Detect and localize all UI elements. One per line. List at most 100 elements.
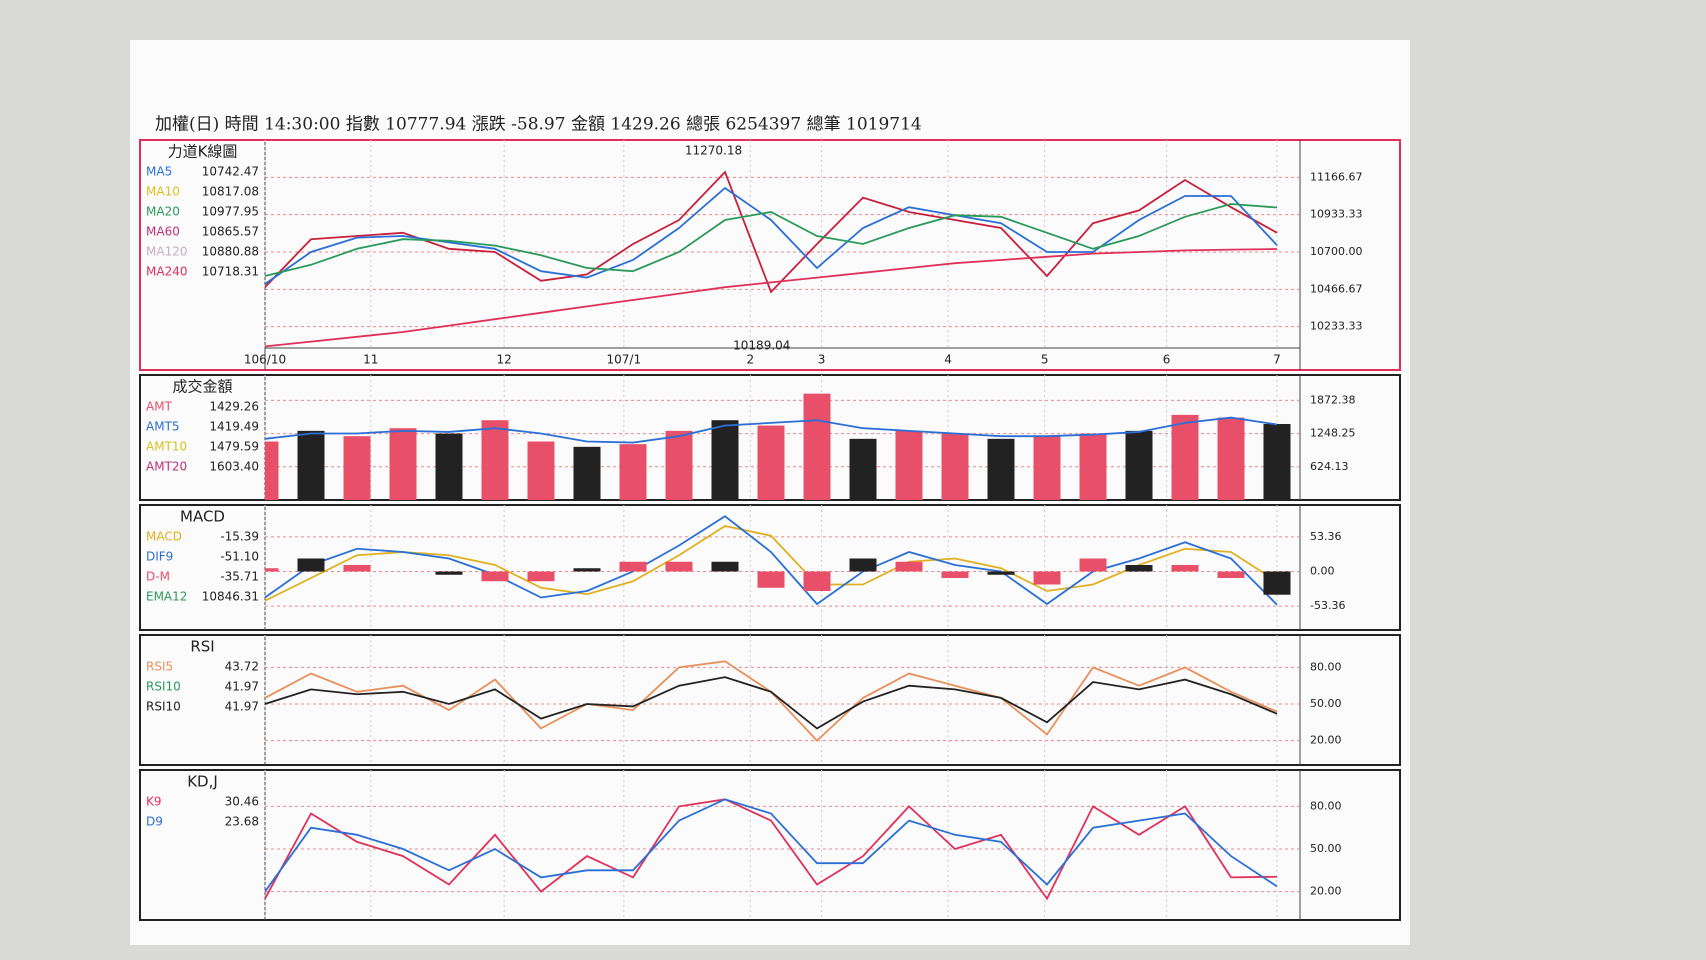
y-tick-label: 11166.67: [1310, 170, 1363, 183]
bar: [1033, 436, 1061, 500]
series: [265, 515, 1278, 606]
y-tick-label: 20.00: [1310, 734, 1342, 747]
bar: [343, 436, 371, 500]
legend-name: EMA12: [146, 590, 187, 604]
legend-value: 10718.31: [202, 265, 259, 279]
series: [265, 170, 1278, 294]
series: [265, 798, 1278, 893]
x-tick-label: 7: [1273, 353, 1281, 367]
bar: [389, 428, 417, 500]
legend-value: -15.39: [220, 530, 259, 544]
legend-value: 41.97: [225, 680, 259, 694]
panel-title: KD,J: [187, 773, 218, 791]
legend-value: 1419.49: [209, 420, 259, 434]
legend-name: D-M: [146, 570, 170, 584]
legend-name: MA10: [146, 185, 180, 199]
annotation: 10189.04: [733, 338, 790, 352]
x-tick-label: 2: [746, 353, 754, 367]
series: [265, 558, 1291, 595]
series: [265, 203, 1278, 277]
legend-value: -35.71: [220, 570, 259, 584]
bar: [711, 561, 739, 572]
series: [265, 248, 1278, 348]
bar: [849, 558, 877, 572]
bar: [527, 571, 555, 582]
legend-name: AMT20: [146, 460, 187, 474]
legend-name: MA240: [146, 265, 187, 279]
legend-value: 10742.47: [202, 165, 259, 179]
legend-name: AMT5: [146, 420, 180, 434]
bar: [435, 433, 463, 500]
bar: [895, 430, 923, 500]
bar: [265, 441, 279, 500]
legend-name: MA120: [146, 245, 187, 259]
series: [265, 525, 1278, 602]
bar: [1079, 558, 1107, 572]
line: [265, 203, 1278, 277]
line: [265, 170, 1278, 294]
bar: [757, 425, 785, 500]
bar: [343, 565, 371, 572]
bar: [941, 433, 969, 500]
y-tick-label: 10466.67: [1310, 282, 1363, 295]
legend-name: MA5: [146, 165, 172, 179]
header: 加權(日) 時間 14:30:00 指數 10777.94 漲跌 -58.97 …: [155, 115, 922, 135]
bar: [1033, 571, 1061, 585]
x-tick-label: 6: [1163, 353, 1171, 367]
bar: [573, 568, 601, 572]
y-tick-label: -53.36: [1310, 599, 1345, 612]
panel-frame: [139, 139, 1401, 371]
bar: [481, 420, 509, 500]
panel-title: RSI: [190, 638, 214, 656]
bar: [619, 561, 647, 572]
legend-value: 1479.59: [209, 440, 259, 454]
legend-name: DIF9: [146, 550, 173, 564]
y-tick-label: 20.00: [1310, 885, 1342, 898]
legend-value: 41.97: [225, 700, 259, 714]
legend-value: 1429.26: [209, 400, 259, 414]
bar: [1217, 417, 1245, 500]
legend-value: 10817.08: [202, 185, 259, 199]
y-tick-label: 10700.00: [1310, 245, 1363, 258]
y-tick-label: 1872.38: [1310, 393, 1356, 406]
y-tick-label: 10233.33: [1310, 320, 1363, 333]
line: [265, 676, 1278, 730]
bar: [849, 438, 877, 500]
line: [265, 798, 1278, 893]
legend-name: AMT: [146, 400, 173, 414]
line: [265, 515, 1278, 606]
bar: [297, 558, 325, 572]
bar: [665, 561, 693, 572]
legend-name: MA60: [146, 225, 180, 239]
x-tick-label: 12: [497, 353, 512, 367]
legend-name: K9: [146, 795, 162, 809]
bar: [711, 420, 739, 500]
x-tick-label: 106/10: [244, 353, 286, 367]
bar: [895, 561, 923, 572]
bar: [297, 430, 325, 500]
bar: [1217, 571, 1245, 578]
series: [265, 393, 1291, 500]
bar: [619, 444, 647, 500]
bar: [803, 393, 831, 500]
bar: [435, 571, 463, 575]
legend-value: 1603.40: [209, 460, 259, 474]
series: [265, 676, 1278, 730]
y-tick-label: 50.00: [1310, 697, 1342, 710]
y-tick-label: 50.00: [1310, 842, 1342, 855]
x-tick-label: 3: [818, 353, 826, 367]
line: [265, 525, 1278, 602]
bar: [803, 571, 831, 591]
line: [265, 416, 1278, 444]
legend-value: -51.10: [220, 550, 259, 564]
x-tick-label: 4: [944, 353, 952, 367]
y-tick-label: 1248.25: [1310, 427, 1356, 440]
panel-title: MACD: [180, 508, 225, 526]
legend-value: 43.72: [225, 660, 259, 674]
legend-value: 10977.95: [202, 205, 259, 219]
legend-value: 23.68: [225, 815, 259, 829]
bar: [1263, 571, 1291, 595]
bar: [757, 571, 785, 588]
panel-frame: [139, 769, 1401, 921]
